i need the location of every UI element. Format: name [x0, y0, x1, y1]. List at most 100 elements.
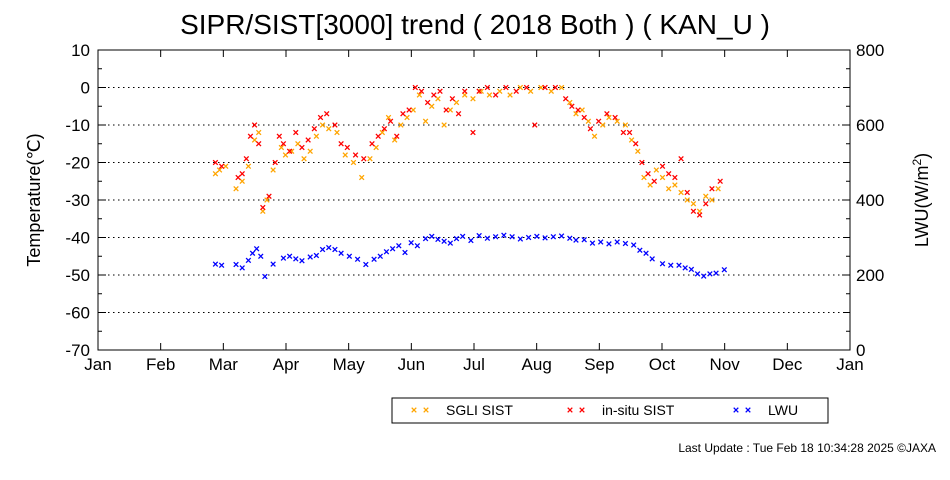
lwu-point — [218, 262, 225, 269]
y-tick-label: -50 — [65, 266, 90, 285]
in-situ-sist-point — [375, 133, 381, 140]
lwu-point — [377, 253, 384, 260]
in-situ-sist-point — [552, 84, 559, 91]
y-tick-labels: 10 0 -10 -20 -30 -40 -50 -60 -70 — [65, 41, 90, 360]
legend-swatch — [579, 407, 585, 413]
in-situ-sist-point — [443, 107, 449, 113]
in-situ-sist-point — [369, 140, 375, 147]
y-axis-label: Temperature(℃) — [24, 133, 44, 266]
sgli-sist-point — [628, 137, 635, 143]
in-situ-sist-point — [709, 185, 715, 192]
in-situ-sist-point — [484, 84, 491, 91]
sgli-sist-point — [404, 114, 410, 121]
legend-item: SGLI SIST — [411, 402, 513, 418]
sgli-sist-point — [301, 155, 307, 162]
x-tick-labels: Jan Feb Mar Apr May Jun Jul Aug Sep Oct Nov Dec Jan — [84, 355, 863, 374]
lwu-point — [573, 237, 579, 243]
lwu-point — [313, 252, 320, 259]
lwu-point — [676, 262, 682, 269]
lwu-point — [447, 240, 454, 246]
in-situ-sist-point — [581, 114, 587, 121]
lwu-point — [270, 261, 276, 267]
sgli-sist-point — [410, 107, 416, 113]
sgli-sist-point — [614, 118, 620, 125]
in-situ-sist-point — [286, 148, 293, 155]
sgli-sist-point — [622, 122, 629, 128]
sgli-sist-point — [678, 189, 684, 196]
lwu-point — [371, 256, 377, 263]
sgli-sist-point — [313, 133, 320, 140]
lwu-point — [307, 254, 313, 260]
sgli-sist-point — [573, 110, 579, 117]
in-situ-sist-point — [235, 174, 241, 181]
x-tick-label: Jul — [463, 355, 485, 374]
lwu-point — [567, 235, 573, 242]
lwu-point — [525, 234, 532, 241]
sgli-sist-point — [233, 185, 239, 192]
y-tick-label: -10 — [65, 116, 90, 135]
sgli-sist-point — [416, 92, 423, 98]
lwu-point — [280, 255, 287, 261]
in-situ-sist-point — [412, 84, 419, 91]
in-situ-sist-point — [626, 129, 633, 136]
sgli-sist-point — [422, 118, 429, 125]
in-situ-sist-point — [251, 122, 258, 128]
sgli-sist-point — [373, 144, 379, 151]
in-situ-sist-point — [575, 107, 581, 113]
sgli-sist-point — [470, 95, 476, 102]
in-situ-sist-point — [344, 144, 351, 151]
sgli-sist-point — [548, 88, 555, 95]
sgli-sist-point — [672, 182, 678, 188]
lwu-point — [597, 239, 604, 245]
lwu-point — [534, 233, 540, 240]
lwu-point — [422, 235, 429, 242]
data-marks — [212, 84, 728, 280]
sgli-sist-point — [334, 129, 340, 136]
lwu-point — [501, 232, 507, 239]
sgli-sist-point — [486, 92, 493, 98]
in-situ-sist-point — [276, 133, 283, 140]
lwu-point — [643, 250, 649, 257]
sgli-sist-point — [703, 193, 709, 200]
lwu-point — [468, 237, 474, 244]
sgli-sist-point — [496, 88, 503, 95]
y-tick-label: -30 — [65, 191, 90, 210]
in-situ-sist-point — [595, 118, 602, 125]
in-situ-sist-point — [587, 125, 594, 132]
sgli-sist-point — [684, 197, 690, 203]
lwu-point — [614, 239, 620, 245]
lwu-point — [402, 249, 408, 256]
in-situ-sist-point — [361, 155, 367, 162]
lwu-point — [383, 248, 390, 255]
x-tick-label: Feb — [146, 355, 175, 374]
y2-tick-label: 800 — [856, 41, 884, 60]
x-tick-label: May — [333, 355, 366, 374]
lwu-point — [253, 245, 260, 252]
sgli-sist-point — [212, 170, 219, 177]
in-situ-sist-point — [352, 152, 359, 158]
lwu-point — [630, 242, 637, 248]
sgli-sist-point — [635, 148, 641, 155]
sgli-sist-point — [245, 163, 252, 170]
legend-label: LWU — [768, 402, 798, 418]
lwu-point — [338, 250, 344, 257]
sgli-sist-point — [429, 103, 435, 110]
y2-tick-label: 0 — [856, 341, 865, 360]
sgli-sist-point — [307, 148, 313, 155]
lwu-point — [659, 260, 666, 267]
lwu-point — [550, 233, 557, 240]
y2-axis-label-end: ) — [912, 153, 932, 159]
in-situ-sist-point — [418, 88, 425, 95]
lwu-point — [558, 233, 565, 239]
lwu-point — [299, 257, 305, 264]
footer-text: Last Update : Tue Feb 18 10:34:28 2025 ©… — [678, 441, 936, 455]
lwu-point — [245, 257, 252, 264]
lwu-point — [258, 253, 264, 260]
lwu-point — [408, 239, 414, 246]
in-situ-sist-point — [260, 204, 266, 211]
series-2 — [212, 84, 723, 218]
sgli-sist-point — [507, 92, 513, 98]
sgli-sist-point — [398, 122, 404, 128]
legend-swatch — [411, 407, 417, 413]
y-tick-label: -40 — [65, 229, 90, 248]
